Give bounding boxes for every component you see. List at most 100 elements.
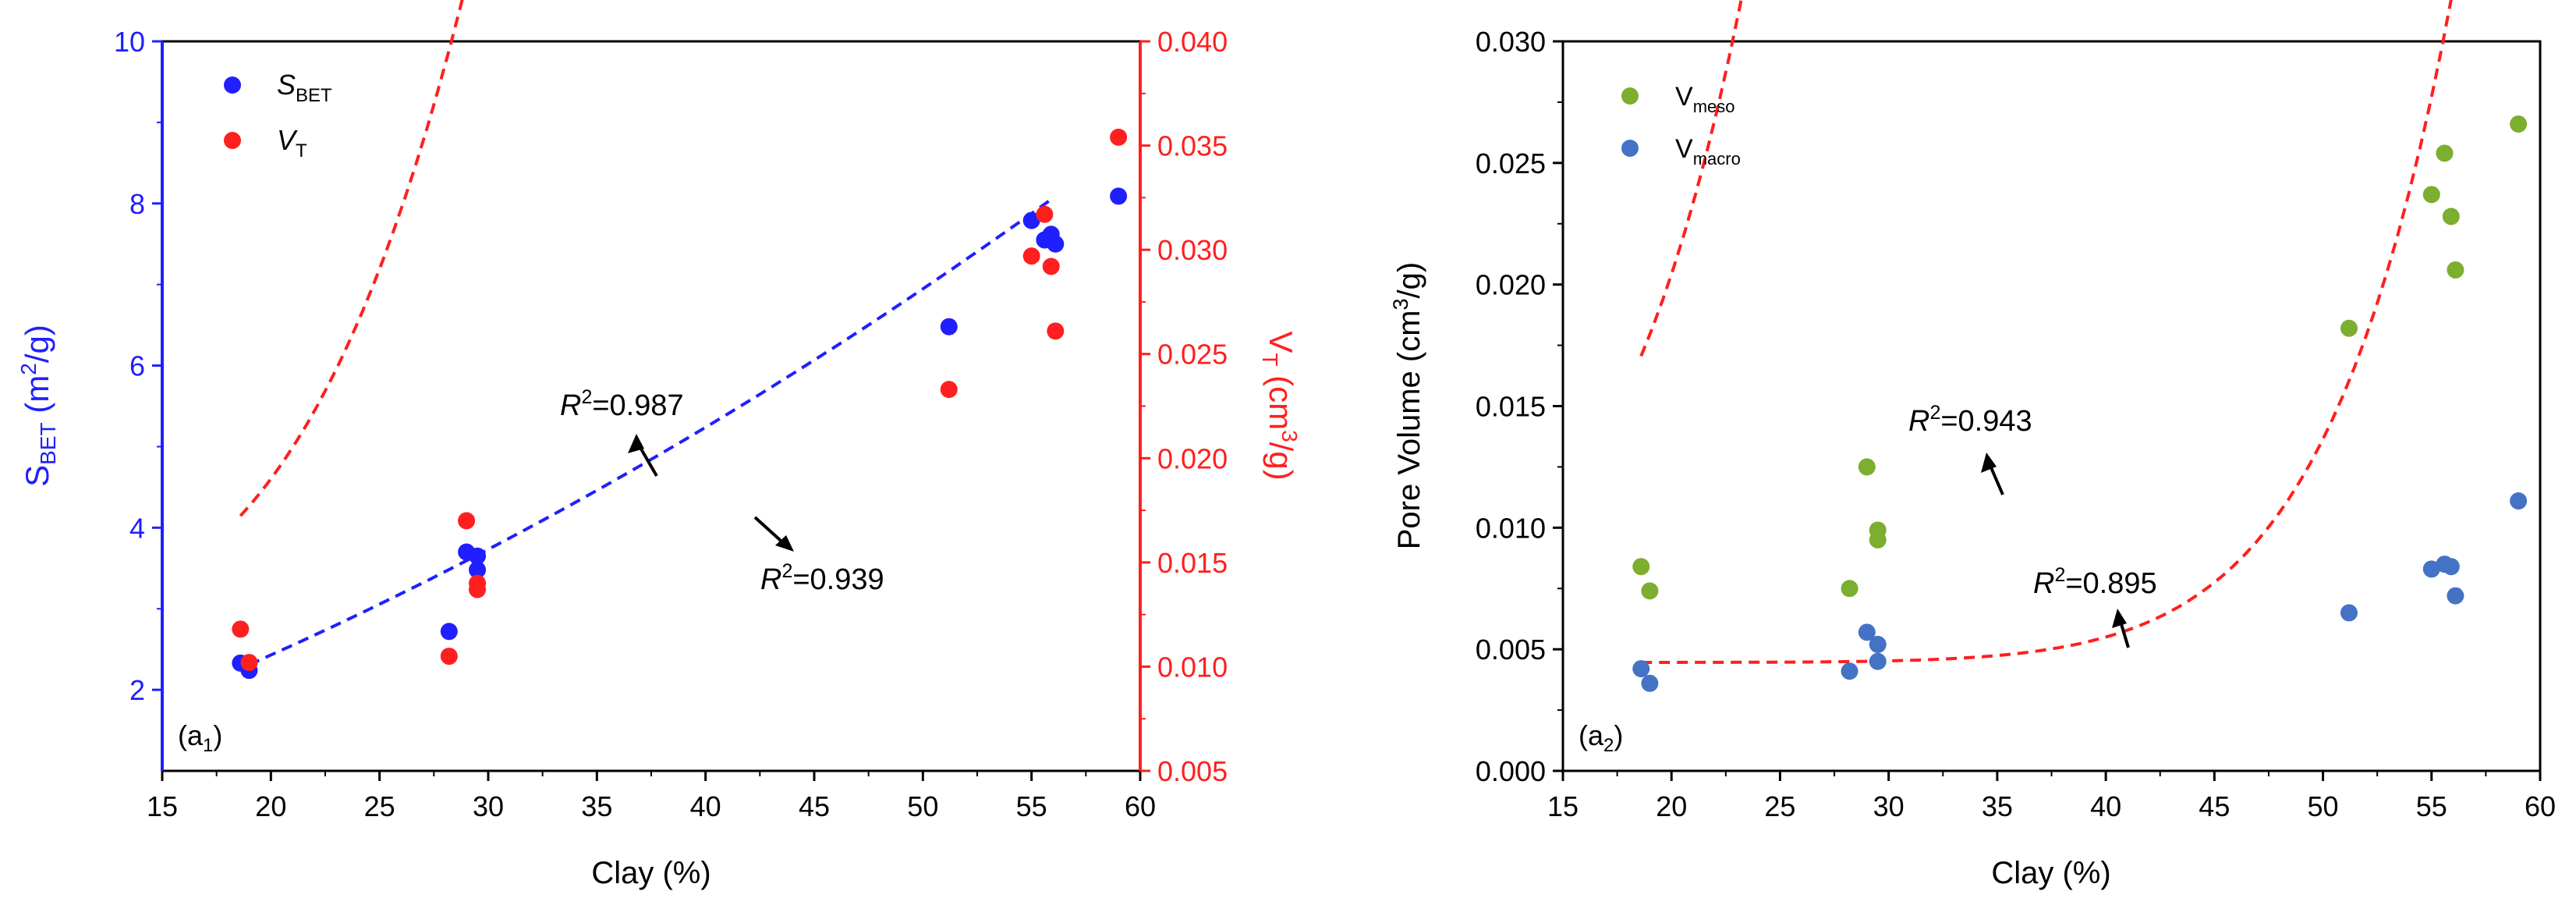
data-point-vmacro (1858, 623, 1876, 641)
left-axis-ticks-a1: 2 4 6 8 10 (114, 26, 162, 706)
fit-curve-sbet (248, 197, 1054, 666)
legend-label-vmacro: Vmacro (1675, 134, 1741, 169)
data-point-vt (940, 381, 958, 399)
x-tick-label-a1: 45 (799, 790, 830, 822)
data-point-sbet (469, 561, 487, 579)
right-axis-title-a1: VT (cm3/g) (1258, 331, 1302, 480)
legend-marker-vmeso (1621, 87, 1639, 105)
y-tick-label-a1-right: 0.010 (1157, 651, 1228, 683)
data-point-vmacro (2422, 560, 2440, 578)
r2-annotation-vt: R2=0.939 (760, 560, 884, 596)
data-point-sbet (1047, 235, 1065, 253)
data-point-vmacro (1632, 660, 1650, 678)
legend-marker-vt (224, 132, 241, 149)
data-point-sbet (1110, 187, 1128, 205)
panel-label-a2: (a2) (1579, 719, 1623, 756)
y-tick-label-a2-left: 0.005 (1476, 634, 1546, 666)
y-tick-label-a1-left: 2 (129, 674, 145, 706)
data-point-vmeso (1841, 580, 1858, 598)
data-point-vmeso (1641, 582, 1659, 600)
y-tick-label-a2-left: 0.000 (1476, 755, 1546, 787)
data-point-vt (240, 654, 258, 672)
data-point-vt (1110, 128, 1128, 146)
x-tick-label-a2: 50 (2308, 790, 2339, 822)
left-axis-title-a2: Pore Volume (cm3/g) (1389, 262, 1426, 550)
x-tick-label-a2: 20 (1656, 790, 1687, 822)
left-axis-ticks-a2: 0.000 0.005 0.010 0.015 0.020 0.025 0.030 (1476, 26, 1563, 787)
x-tick-label-a1: 50 (907, 790, 938, 822)
data-point-vt (232, 620, 250, 638)
y-tick-label-a1-right: 0.020 (1157, 442, 1228, 474)
y-tick-label-a1-left: 4 (129, 512, 145, 544)
legend-marker-sbet (224, 76, 241, 94)
y-tick-label-a2-left: 0.015 (1476, 391, 1546, 423)
x-tick-label-a1: 25 (364, 790, 395, 822)
data-point-vmeso (1869, 531, 1887, 549)
y-tick-label-a2-left: 0.030 (1476, 26, 1546, 58)
data-point-vmacro (2340, 604, 2358, 622)
y-tick-label-a2-left: 0.010 (1476, 512, 1546, 544)
right-axis-ticks-a1: 0.005 0.010 0.015 0.020 0.025 0.030 0.035 0.040 (1140, 26, 1228, 787)
x-tick-label-a2: 40 (2090, 790, 2121, 822)
x-tick-label-a1: 15 (147, 790, 178, 822)
r2-annotation-vmacro: R2=0.895 (2033, 564, 2157, 600)
legend-item-vmeso: Vmeso (1621, 82, 1734, 116)
data-point-vmacro (1869, 652, 1887, 670)
y-tick-label-a1-left: 10 (114, 26, 145, 58)
data-point-sbet (440, 623, 458, 641)
x-tick-label-a1: 35 (581, 790, 612, 822)
x-axis-title-a1: Clay (%) (591, 856, 710, 890)
data-point-sbet (469, 547, 487, 565)
fit-curves-a1 (239, 0, 1054, 666)
data-point-vt (469, 580, 487, 598)
r2-annotation-vmeso: R2=0.943 (1908, 402, 2032, 438)
data-point-vt (440, 648, 458, 666)
data-point-vt (1047, 322, 1065, 340)
data-point-vmacro (2510, 492, 2528, 510)
x-tick-label-a1: 40 (690, 790, 721, 822)
x-tick-label-a1: 30 (473, 790, 504, 822)
x-axis-ticks-a2: 15 20 25 30 35 40 45 50 55 60 (1547, 771, 2556, 822)
x-tick-label-a2: 30 (1873, 790, 1905, 822)
data-point-vt (1042, 257, 1060, 275)
x-tick-label-a2: 35 (1982, 790, 2013, 822)
legend-label-vmeso: Vmeso (1675, 82, 1734, 116)
data-point-vt (1036, 205, 1054, 223)
legend-a2: Vmeso Vmacro (1621, 82, 1741, 169)
r2-annotation-sbet: R2=0.987 (560, 386, 684, 422)
legend-marker-vmacro (1621, 140, 1639, 157)
data-point-vmeso (2436, 144, 2454, 162)
x-tick-label-a2: 55 (2416, 790, 2447, 822)
x-tick-label-a2: 25 (1764, 790, 1795, 822)
x-tick-label-a1: 60 (1125, 790, 1156, 822)
data-point-vmacro (1869, 635, 1887, 653)
x-tick-label-a1: 20 (255, 790, 286, 822)
y-tick-label-a1-right: 0.005 (1157, 755, 1228, 787)
panel-label-a1: (a1) (178, 719, 222, 756)
legend-item-vt: VT (224, 124, 307, 162)
y-tick-label-a2-left: 0.025 (1476, 147, 1546, 179)
data-point-sbet (1022, 211, 1040, 229)
fit-curve-vt (239, 0, 464, 517)
data-point-vt (458, 512, 476, 530)
r2-arrowhead-vmacro (2112, 609, 2127, 628)
y-tick-label-a1-left: 6 (129, 350, 145, 382)
legend-label-vt: VT (277, 124, 307, 162)
y-tick-label-a1-left: 8 (129, 188, 145, 220)
y-tick-label-a1-right: 0.040 (1157, 26, 1228, 58)
legend-item-sbet: SBET (224, 69, 332, 106)
data-points-a1 (232, 128, 1128, 680)
legend-label-sbet: SBET (277, 69, 332, 106)
data-point-vmeso (1632, 558, 1650, 576)
fit-curves-a2 (1639, 0, 2453, 664)
x-tick-label-a2: 15 (1547, 790, 1579, 822)
data-point-sbet (940, 318, 958, 336)
fit-curve-vmacro (1641, 0, 2453, 664)
data-point-vt (1022, 247, 1040, 265)
panel-a2: 15 20 25 30 35 40 45 50 55 60 0.000 0.005 0.010 0.01… (1389, 0, 2556, 890)
data-point-vmacro (2447, 587, 2464, 605)
data-points-a2 (1632, 115, 2528, 692)
y-tick-label-a1-right: 0.025 (1157, 339, 1228, 371)
